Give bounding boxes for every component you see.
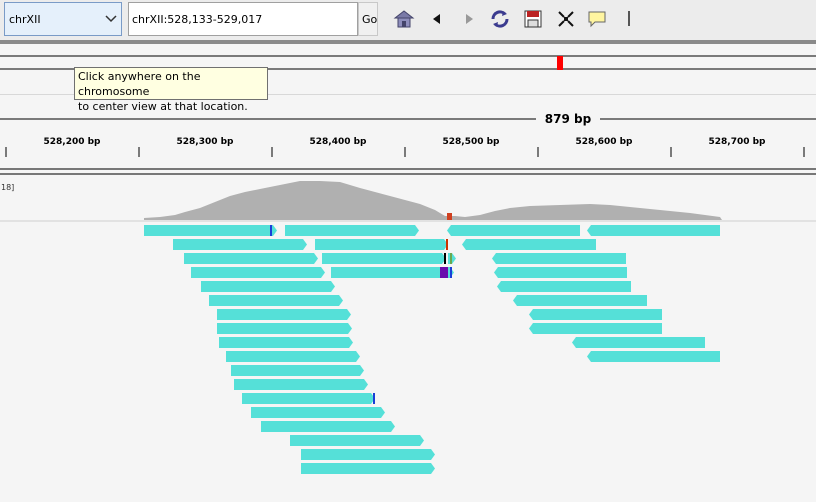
ruler-tick-label: 528,300 bp bbox=[176, 137, 234, 147]
toolbar: chrXII chrXII:528,133-529,017 Go bbox=[0, 0, 816, 40]
aligned-read[interactable] bbox=[219, 337, 353, 348]
aligned-read[interactable] bbox=[529, 309, 662, 320]
mismatch-marker bbox=[450, 267, 452, 278]
go-label: Go bbox=[362, 13, 378, 26]
aligned-read[interactable] bbox=[447, 225, 580, 236]
mismatch-marker bbox=[373, 393, 375, 404]
aligned-read[interactable] bbox=[301, 463, 435, 474]
mismatch-marker bbox=[270, 225, 272, 236]
aligned-read[interactable] bbox=[513, 295, 647, 306]
aligned-read[interactable] bbox=[191, 267, 325, 278]
ruler-tick-label: 528,600 bp bbox=[575, 137, 633, 147]
aligned-read[interactable] bbox=[587, 351, 720, 362]
ruler-tick-label: 528,200 bp bbox=[43, 137, 101, 147]
ruler-tick-label: 528,500 bp bbox=[442, 137, 500, 147]
tooltip-line-2: to center view at that location. bbox=[78, 100, 248, 113]
aligned-read[interactable] bbox=[209, 295, 343, 306]
forward-icon[interactable] bbox=[458, 8, 480, 30]
aligned-read[interactable] bbox=[587, 225, 720, 236]
aligned-read[interactable] bbox=[572, 337, 705, 348]
aligned-read[interactable] bbox=[462, 239, 596, 250]
mismatch-marker bbox=[446, 239, 448, 250]
ruler-tick-label: 528,400 bp bbox=[309, 137, 367, 147]
aligned-read[interactable] bbox=[494, 267, 627, 278]
aligned-read[interactable] bbox=[201, 281, 335, 292]
coverage-mismatch-marker bbox=[447, 213, 452, 220]
aligned-read[interactable] bbox=[144, 225, 277, 236]
aligned-read[interactable] bbox=[497, 281, 631, 292]
aligned-read[interactable] bbox=[301, 449, 435, 460]
aligned-read[interactable] bbox=[285, 225, 419, 236]
aligned-read[interactable] bbox=[173, 239, 307, 250]
aligned-read[interactable] bbox=[242, 393, 375, 404]
ruler-tick-label: 528,700 bp bbox=[708, 137, 766, 147]
aligned-read[interactable] bbox=[217, 323, 352, 334]
chromosome-value: chrXII bbox=[9, 13, 41, 26]
go-button[interactable]: Go bbox=[358, 2, 378, 36]
aligned-read[interactable] bbox=[184, 253, 318, 264]
chromosome-dropdown[interactable]: chrXII bbox=[4, 2, 122, 36]
insertion-marker bbox=[440, 267, 448, 278]
aligned-read[interactable] bbox=[290, 435, 424, 446]
ideogram-tooltip: Click anywhere on the chromosome to cent… bbox=[74, 67, 268, 113]
locus-input[interactable]: chrXII:528,133-529,017 bbox=[128, 2, 358, 36]
home-icon[interactable] bbox=[393, 8, 415, 30]
aligned-read[interactable] bbox=[261, 421, 395, 432]
fit-icon[interactable] bbox=[555, 8, 577, 30]
aligned-read[interactable] bbox=[231, 365, 364, 376]
coverage-track[interactable] bbox=[144, 181, 722, 220]
header-divider bbox=[0, 40, 816, 44]
coverage-histogram bbox=[144, 181, 722, 220]
aligned-read[interactable] bbox=[226, 351, 360, 362]
chevron-down-icon bbox=[105, 15, 117, 23]
aligned-read[interactable] bbox=[234, 379, 368, 390]
ruler[interactable]: 879 bp 528,200 bp 528,300 bp 528,400 bp … bbox=[0, 95, 816, 165]
current-region-marker bbox=[557, 56, 563, 70]
toolbar-separator bbox=[628, 11, 630, 26]
aligned-read[interactable] bbox=[251, 407, 385, 418]
tooltip-line-1: Click anywhere on the chromosome bbox=[78, 70, 201, 98]
aligned-read[interactable] bbox=[331, 267, 454, 278]
aligned-read[interactable] bbox=[322, 253, 446, 264]
mismatch-marker bbox=[444, 253, 446, 264]
locus-value: chrXII:528,133-529,017 bbox=[132, 13, 263, 26]
popup-text-icon[interactable] bbox=[586, 8, 608, 30]
aligned-read[interactable] bbox=[217, 309, 351, 320]
aligned-read[interactable] bbox=[315, 239, 448, 250]
ruler-span-label: 879 bp bbox=[545, 112, 592, 126]
aligned-read[interactable] bbox=[448, 253, 456, 264]
ruler-ticks bbox=[5, 147, 805, 157]
coverage-range-label: 18] bbox=[1, 183, 15, 192]
track-divider bbox=[0, 168, 816, 222]
aligned-read[interactable] bbox=[529, 323, 662, 334]
reads-track[interactable] bbox=[144, 225, 720, 474]
back-icon[interactable] bbox=[426, 8, 448, 30]
refresh-icon[interactable] bbox=[489, 8, 511, 30]
save-region-icon[interactable] bbox=[522, 8, 544, 30]
mismatch-marker bbox=[450, 253, 452, 264]
aligned-read[interactable] bbox=[492, 253, 626, 264]
